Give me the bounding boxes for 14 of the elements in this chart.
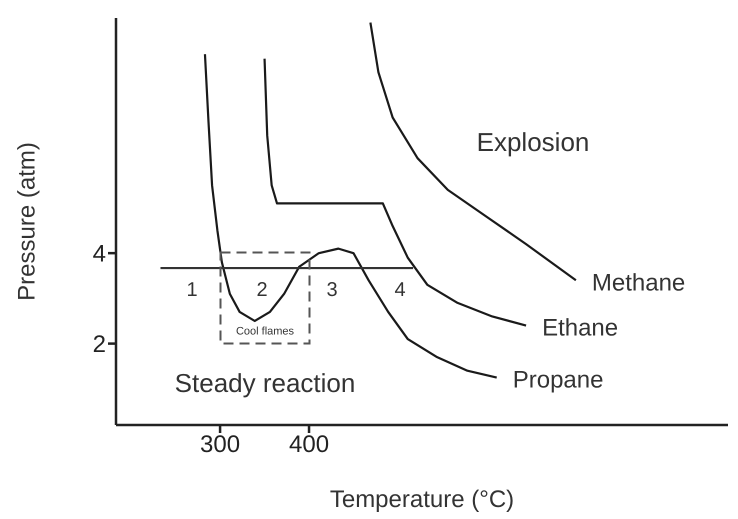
x-tick-label: 300	[200, 431, 240, 458]
x-axis-title: Temperature (°C)	[330, 486, 514, 513]
annotation: 1	[186, 279, 198, 301]
y-axis-title: Pressure (atm)	[14, 142, 41, 301]
x-tick-label: 400	[289, 431, 330, 458]
series-label: Ethane	[542, 314, 618, 342]
annotation: 4	[394, 279, 406, 301]
annotation: Steady reaction	[174, 368, 356, 398]
annotation: Cool flames	[236, 326, 294, 338]
series-label: Propane	[512, 366, 604, 394]
series-label: Methane	[592, 269, 686, 296]
annotation: 3	[326, 279, 338, 301]
annotation: Explosion	[476, 127, 590, 157]
annotation: 2	[256, 279, 268, 301]
